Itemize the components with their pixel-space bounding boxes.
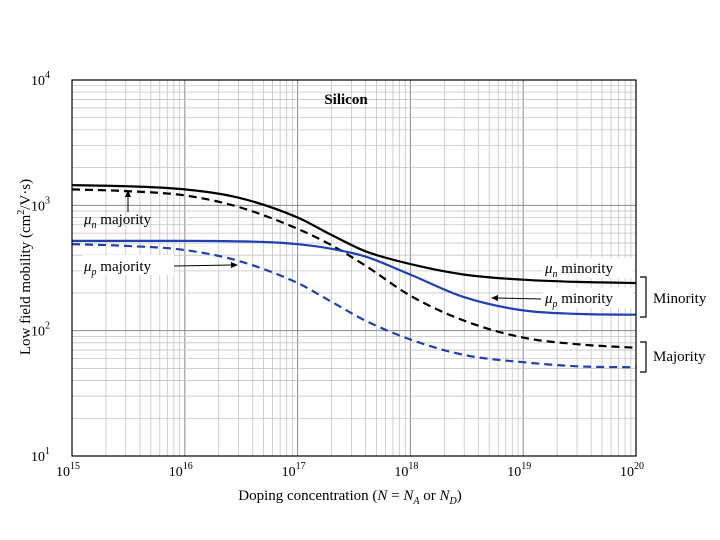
x-tick-label: 1016 (169, 461, 193, 480)
annotation-mu-p-majority: μp majority (82, 255, 238, 278)
y-tick-label: 102 (31, 321, 50, 340)
series-layer (71, 184, 637, 369)
x-tick-label: 1017 (282, 461, 306, 480)
majority-label: Majority (653, 349, 706, 365)
svg-text:μp majority: μp majority (83, 259, 152, 278)
series-mu_p_minority (71, 239, 637, 316)
series-mu_n_minority (71, 184, 637, 285)
x-axis-label: Doping concentration (N = NA or ND) (238, 488, 461, 507)
y-tick-label: 103 (31, 195, 50, 214)
tick-labels: 1015 1016 1017 1018 1019 1020 101 102 103 104 (31, 70, 644, 480)
majority-bracket: Majority (640, 341, 706, 373)
x-tick-label: 1020 (620, 461, 644, 480)
svg-text:μp minority: μp minority (544, 291, 613, 310)
grid (71, 80, 636, 457)
minority-label: Minority (653, 291, 707, 307)
x-tick-label: 1018 (394, 461, 418, 480)
y-tick-label: 101 (31, 446, 50, 465)
minority-bracket: Minority (640, 276, 707, 318)
series-mu_n_majority (71, 188, 637, 349)
annotation-mu-n-majority: μn majority (83, 190, 152, 231)
plot-frame (71, 79, 637, 457)
x-tick-label: 1019 (507, 461, 531, 480)
x-tick-label: 1015 (56, 461, 80, 480)
series-mu_p_majority (71, 243, 637, 369)
chart-title: Silicon (324, 92, 368, 108)
annotation-mu-n-minority: μn minority (543, 258, 633, 280)
svg-text:μn majority: μn majority (83, 212, 152, 231)
y-axis-label: Low field mobility (cm2/V·s) (16, 179, 34, 355)
annotation-mu-p-minority: μp minority (491, 288, 633, 310)
y-tick-label: 104 (31, 70, 50, 89)
svg-text:μn minority: μn minority (544, 261, 613, 280)
